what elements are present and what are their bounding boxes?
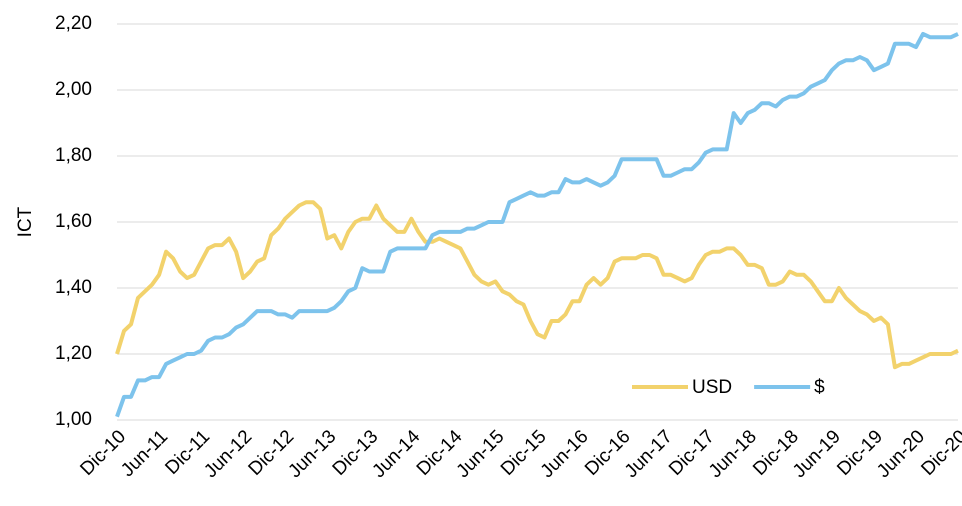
line-series: [115, 200, 959, 370]
y-tick-label: 1,40: [55, 277, 92, 298]
y-tick-label: 1,80: [55, 145, 92, 166]
y-tick-label: 1,60: [55, 211, 92, 232]
x-tick-label: Jun-19: [789, 426, 845, 482]
x-tick-label: Jun-14: [368, 426, 424, 482]
legend-label: $: [814, 377, 825, 398]
y-tick-label: 1,20: [55, 343, 92, 364]
x-tick-label: Jun-13: [284, 426, 340, 482]
x-tick-label: Jun-11: [117, 426, 172, 481]
x-tick-label: Jun-20: [873, 426, 929, 482]
x-tick-label: Jun-18: [705, 426, 761, 482]
x-tick-label: Jun-15: [453, 426, 509, 482]
x-tick-label: Jun-17: [621, 426, 677, 482]
x-tick-label: Jun-16: [537, 426, 593, 482]
line-series: [115, 31, 959, 418]
legend-label: USD: [692, 377, 732, 398]
x-tick-label: Jun-12: [200, 426, 256, 482]
y-tick-label: 2,00: [55, 79, 92, 100]
y-tick-label: 1,00: [55, 409, 92, 430]
y-tick-label: 2,20: [55, 13, 92, 34]
y-axis-label: ICT: [15, 206, 36, 237]
x-tick-label: Dic-20: [917, 426, 962, 480]
